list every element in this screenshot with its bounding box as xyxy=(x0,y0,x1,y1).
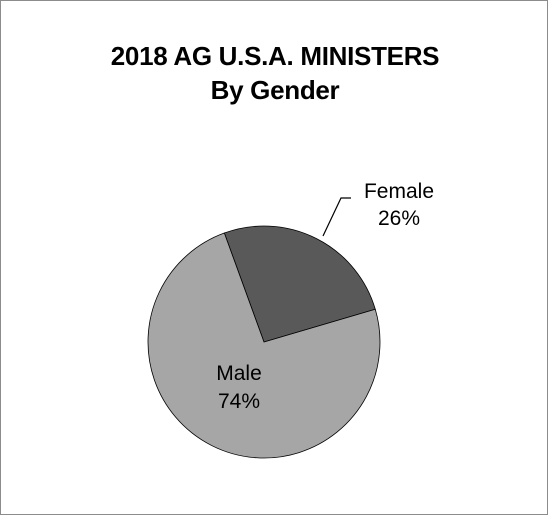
pie-slice-female xyxy=(223,225,376,343)
chart-subtitle: By Gender xyxy=(210,75,340,105)
slice-label-female: Female xyxy=(364,180,434,203)
chart-title: 2018 AG U.S.A. MINISTERS xyxy=(110,41,440,71)
slice-value-male: 74% xyxy=(218,390,260,413)
slice-value-female: 26% xyxy=(378,207,420,230)
female-leader-line xyxy=(322,197,351,237)
pie-slices xyxy=(147,225,381,459)
pie-slice-male xyxy=(147,232,381,459)
chart-title-block: 2018 AG U.S.A. MINISTERS By Gender xyxy=(1,39,548,107)
slice-label-male: Male xyxy=(216,362,262,385)
